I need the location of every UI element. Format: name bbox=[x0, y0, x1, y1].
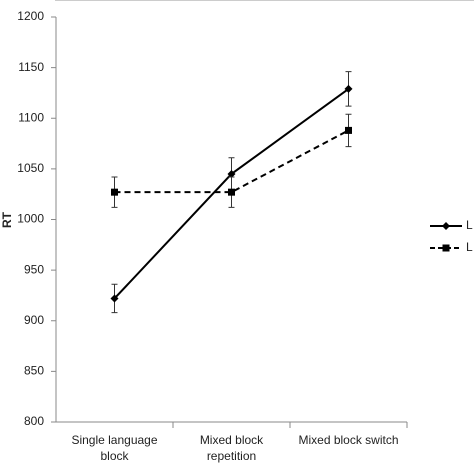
x-tick-label: Mixed block repetition bbox=[199, 433, 264, 463]
y-tick-label: 900 bbox=[24, 313, 44, 327]
point bbox=[345, 126, 352, 134]
y-tick-label: 800 bbox=[24, 414, 44, 428]
point bbox=[110, 294, 119, 303]
legend-marker bbox=[442, 222, 450, 230]
y-tick-label: 1150 bbox=[18, 60, 44, 74]
legend-label: L bbox=[466, 218, 473, 232]
y-tick-label: 950 bbox=[24, 262, 44, 276]
y-tick-label: 1000 bbox=[17, 212, 44, 226]
x-tick-label: Single language block bbox=[71, 433, 158, 463]
legend-label: L bbox=[466, 240, 473, 254]
point bbox=[228, 188, 235, 196]
y-tick-label: 850 bbox=[24, 364, 44, 378]
point bbox=[111, 188, 118, 196]
y-tick-label: 1100 bbox=[18, 110, 44, 124]
y-tick-label: 1050 bbox=[17, 161, 44, 175]
x-tick-label: Mixed block switch bbox=[298, 433, 399, 447]
point bbox=[227, 169, 236, 178]
series-line bbox=[114, 129, 349, 194]
point bbox=[344, 84, 353, 93]
y-axis-label: RT bbox=[0, 211, 14, 228]
y-tick-label: 1200 bbox=[17, 9, 44, 23]
legend-marker bbox=[442, 244, 450, 252]
